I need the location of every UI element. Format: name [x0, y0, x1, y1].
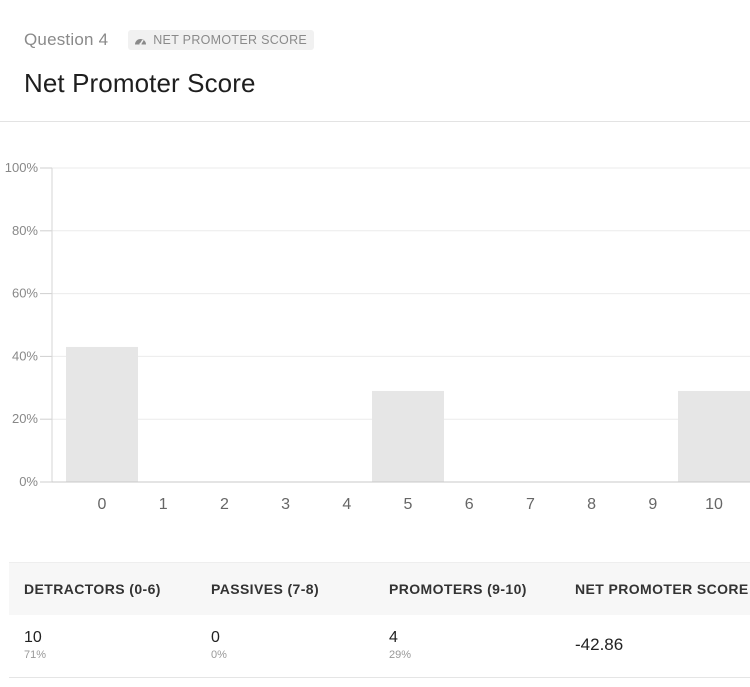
x-tick-label-10: 10	[705, 496, 723, 513]
header-divider	[0, 121, 750, 122]
detractors-cell: 10 71%	[24, 629, 46, 661]
x-tick-label-1: 1	[159, 496, 168, 513]
x-tick-label-8: 8	[587, 496, 596, 513]
promoters-count: 4	[389, 629, 398, 646]
summary-header-row: DETRACTORS (0-6) PASSIVES (7-8) PROMOTER…	[9, 562, 750, 615]
question-type-label: NET PROMOTER SCORE	[153, 33, 308, 47]
y-tick-label: 80%	[12, 223, 38, 238]
promoters-cell: 4 29%	[389, 629, 411, 661]
question-type-badge: NET PROMOTER SCORE	[128, 30, 315, 50]
nps-bar-chart: 0% 20% 40% 60% 80% 100% 0 1 2 3 4 5 6 7 8 9 10	[5, 160, 750, 513]
nps-summary-table: DETRACTORS (0-6) PASSIVES (7-8) PROMOTER…	[9, 562, 750, 678]
y-tick-label: 100%	[5, 160, 39, 175]
y-tick-label: 60%	[12, 286, 38, 301]
detractors-percent: 71%	[24, 649, 47, 661]
bar-0	[66, 346, 138, 482]
x-tick-label-5: 5	[404, 496, 413, 513]
y-tick-label: 40%	[12, 348, 38, 363]
summary-value-row: 10 71% 0 0% 4 29% -42.86	[9, 615, 750, 678]
x-tick-label-3: 3	[281, 496, 290, 513]
x-tick-label-4: 4	[342, 496, 351, 513]
col-promoters-header: PROMOTERS (9-10)	[389, 581, 527, 597]
detractors-count: 10	[24, 629, 42, 646]
col-detractors-header: DETRACTORS (0-6)	[24, 581, 161, 597]
question-number: Question 4	[24, 30, 109, 49]
x-tick-label-9: 9	[648, 496, 657, 513]
gauge-icon	[135, 38, 147, 45]
nps-value: -42.86	[575, 635, 624, 654]
x-tick-label-2: 2	[220, 496, 229, 513]
passives-count: 0	[211, 629, 220, 646]
promoters-percent: 29%	[389, 649, 412, 661]
passives-cell: 0 0%	[211, 629, 227, 661]
question-meta-row: Question 4 NET PROMOTER SCORE	[24, 28, 750, 52]
question-header: Question 4 NET PROMOTER SCORE Net Promot…	[24, 28, 750, 99]
col-nps-header: NET PROMOTER SCORE	[575, 581, 749, 597]
x-tick-label-6: 6	[465, 496, 474, 513]
bar-10	[678, 390, 750, 482]
passives-percent: 0%	[211, 649, 227, 661]
col-passives-header: PASSIVES (7-8)	[211, 581, 320, 597]
x-tick-label-0: 0	[98, 496, 107, 513]
x-tick-label-7: 7	[526, 496, 535, 513]
bar-5	[372, 390, 444, 482]
y-tick-label: 0%	[19, 474, 38, 489]
y-tick-label: 20%	[12, 411, 38, 426]
page-title: Net Promoter Score	[24, 68, 256, 98]
